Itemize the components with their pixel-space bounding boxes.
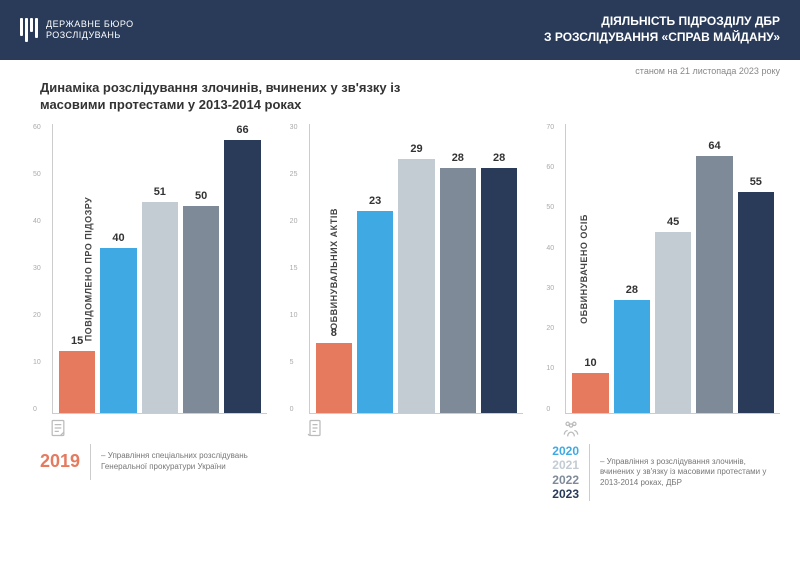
- chart-section-title: Динаміка розслідування злочинів, вчинени…: [0, 76, 420, 124]
- legend-year: 2023: [552, 487, 579, 501]
- chart: ПОВІДОМЛЕНО ПРО ПІДОЗРУ01020304050601540…: [20, 124, 267, 414]
- y-ticks: 010203040506070: [546, 124, 554, 413]
- legend: 2019 – Управління спеціальних розслідува…: [0, 414, 800, 502]
- bar: 51: [142, 202, 178, 413]
- legend-year: 2021: [552, 458, 579, 472]
- y-ticks: 051015202530: [290, 124, 298, 413]
- bar-value-label: 28: [493, 152, 505, 164]
- chart-area: 0102030405060701028456455: [565, 124, 780, 414]
- bar: 28: [481, 168, 517, 413]
- legend-text-right: – Управління з розслідування злочинів, в…: [600, 457, 780, 488]
- bars-group: 1028456455: [566, 124, 780, 413]
- bar: 8: [316, 343, 352, 413]
- bar: 55: [738, 192, 774, 413]
- bar: 28: [440, 168, 476, 413]
- bar-value-label: 28: [626, 284, 638, 296]
- header-bar: ДЕРЖАВНЕ БЮРО РОЗСЛІДУВАНЬ ДІЯЛЬНІСТЬ ПІ…: [0, 0, 800, 60]
- chart-area: 01020304050601540515066: [52, 124, 267, 414]
- legend-right: 2020202120222023 – Управління з розсліду…: [552, 444, 780, 502]
- bar-value-label: 28: [452, 152, 464, 164]
- org-name: ДЕРЖАВНЕ БЮРО РОЗСЛІДУВАНЬ: [46, 19, 134, 41]
- chart-area: 051015202530823292828: [309, 124, 524, 414]
- people-icon: [561, 418, 581, 438]
- bars-group: 823292828: [310, 124, 524, 413]
- legend-years-list: 2020202120222023: [552, 444, 590, 502]
- bar: 29: [398, 159, 434, 413]
- page-title: ДІЯЛЬНІСТЬ ПІДРОЗДІЛУ ДБР З РОЗСЛІДУВАНН…: [544, 14, 780, 45]
- bar-value-label: 29: [410, 143, 422, 155]
- bar-value-label: 10: [584, 357, 596, 369]
- bar-value-label: 8: [331, 327, 337, 339]
- bar: 10: [572, 373, 608, 413]
- bar: 40: [100, 248, 136, 413]
- legend-year-2019: 2019: [40, 451, 80, 472]
- doc-icon: [48, 418, 68, 438]
- bar: 66: [224, 140, 260, 412]
- chart: ОБВИНУВАЧЕНО ОСІБ01020304050607010284564…: [533, 124, 780, 414]
- legend-text-left: – Управління спеціальних розслідувань Ге…: [101, 451, 281, 472]
- bar-value-label: 45: [667, 216, 679, 228]
- bar-value-label: 51: [154, 186, 166, 198]
- bar-value-label: 64: [708, 140, 720, 152]
- bar-value-label: 40: [112, 232, 124, 244]
- bar-value-label: 66: [236, 124, 248, 136]
- bar: 23: [357, 211, 393, 412]
- bar: 28: [614, 300, 650, 412]
- scroll-icon: [305, 418, 325, 438]
- date-label: станом на 21 листопада 2023 року: [0, 60, 800, 76]
- legend-2019: 2019 – Управління спеціальних розслідува…: [40, 444, 281, 480]
- bar: 50: [183, 206, 219, 412]
- logo-icon: [20, 18, 38, 42]
- bar: 15: [59, 351, 95, 413]
- chart: ОБВИНУВАЛЬНИХ АКТІВ051015202530823292828: [277, 124, 524, 414]
- bar-value-label: 55: [750, 176, 762, 188]
- legend-year: 2020: [552, 444, 579, 458]
- y-ticks: 0102030405060: [33, 124, 41, 413]
- legend-year: 2022: [552, 473, 579, 487]
- bar: 64: [696, 156, 732, 413]
- bar-value-label: 50: [195, 190, 207, 202]
- logo: ДЕРЖАВНЕ БЮРО РОЗСЛІДУВАНЬ: [20, 18, 134, 42]
- charts-row: ПОВІДОМЛЕНО ПРО ПІДОЗРУ01020304050601540…: [0, 124, 800, 414]
- bar-value-label: 23: [369, 195, 381, 207]
- bars-group: 1540515066: [53, 124, 267, 413]
- bar-value-label: 15: [71, 335, 83, 347]
- bar: 45: [655, 232, 691, 413]
